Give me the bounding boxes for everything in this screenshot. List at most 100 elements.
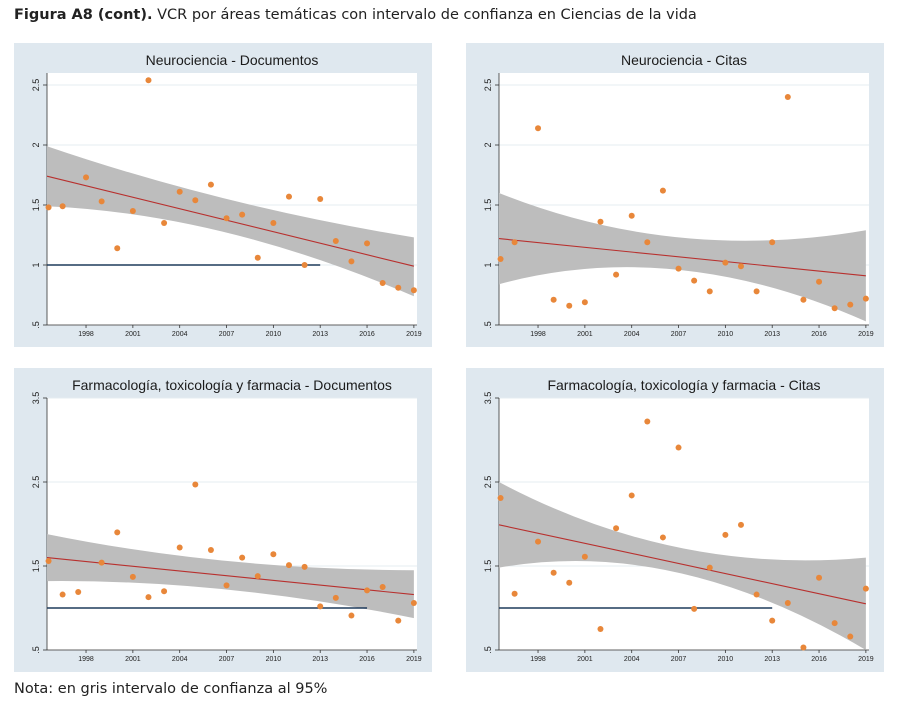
data-point [176, 188, 183, 195]
y-tick-label: 1.5 [483, 560, 493, 573]
data-point [628, 212, 635, 219]
data-point [114, 245, 121, 252]
data-point [207, 547, 214, 554]
data-point [59, 591, 66, 598]
data-point [254, 254, 261, 261]
x-tick-label: 2019 [858, 331, 874, 338]
data-point [348, 258, 355, 265]
data-point [691, 605, 698, 612]
data-point [129, 573, 136, 580]
x-tick-label: 2019 [406, 656, 422, 663]
data-point [722, 259, 729, 266]
x-tick-label: 2007 [219, 331, 235, 338]
x-tick-label: 2004 [172, 656, 188, 663]
chart-panel-neuro-docs: Neurociencia - Documentos .5 1 1.5 2 2.5 1998 2… [14, 43, 432, 347]
y-tick-label: 1.5 [31, 560, 41, 573]
fit-line [46, 557, 414, 596]
data-point [737, 263, 744, 270]
data-point [847, 301, 854, 308]
figure-note: Nota: en gris intervalo de confianza al … [14, 681, 328, 697]
x-tick-label: 2016 [811, 656, 827, 663]
data-point [301, 262, 308, 268]
data-point [98, 559, 105, 566]
data-point [75, 589, 82, 596]
confidence-band [499, 482, 866, 650]
y-tick-label: 1 [483, 262, 493, 267]
data-point [566, 579, 573, 586]
data-point [613, 271, 620, 278]
data-point [270, 220, 277, 226]
data-point [410, 599, 417, 606]
data-point [691, 277, 698, 284]
data-point [129, 208, 136, 214]
data-point [769, 617, 776, 624]
data-point [535, 125, 542, 132]
chart-svg-neuro-docs: Neurociencia - Documentos .5 1 1.5 2 2.5 1998 2… [31, 52, 422, 338]
y-tick-label: .5 [31, 321, 41, 329]
data-point [597, 218, 604, 225]
data-point [317, 603, 324, 610]
figure-title: Figura A8 (cont). VCR por áreas temática… [14, 7, 697, 23]
data-point [706, 564, 713, 571]
data-point [628, 492, 635, 499]
data-point [114, 529, 121, 536]
data-point [566, 302, 573, 309]
data-point [98, 198, 105, 205]
data-point [301, 563, 308, 570]
x-tick-label: 1998 [530, 656, 546, 663]
data-point [675, 444, 682, 451]
data-point [45, 204, 52, 211]
x-tick-label: 2010 [266, 331, 282, 338]
fit-line [46, 175, 415, 267]
data-point [831, 620, 838, 627]
data-point [192, 481, 199, 488]
data-point [816, 278, 823, 285]
data-point [364, 587, 371, 594]
data-point [597, 626, 604, 632]
data-point [192, 197, 199, 204]
chart-svg-farma-citas: Farmacología, toxicología y farmacia - C… [483, 377, 874, 663]
y-tick-label: 1.5 [31, 199, 41, 212]
data-point [254, 573, 261, 580]
data-point [581, 299, 588, 306]
x-tick-label: 2013 [764, 656, 780, 663]
y-tick-label: 1 [31, 262, 41, 267]
data-point [862, 585, 869, 592]
x-tick-label: 2013 [764, 331, 780, 338]
data-point [550, 569, 557, 576]
figure-label: Figura A8 (cont). [14, 7, 153, 23]
y-tick-label: 3.5 [483, 392, 493, 405]
y-tick-label: .5 [483, 321, 493, 329]
x-tick-label: 2004 [624, 656, 640, 663]
data-point [45, 557, 52, 564]
y-tick-label: 2.5 [31, 476, 41, 489]
data-point [497, 256, 504, 262]
data-point [332, 238, 339, 244]
data-point [511, 590, 518, 597]
data-point [207, 181, 214, 188]
data-point [613, 525, 620, 532]
data-point [644, 239, 651, 246]
x-tick-label: 2007 [671, 656, 687, 663]
y-tick-label: 2 [31, 142, 41, 147]
x-tick-label: 1998 [78, 656, 94, 663]
data-point [659, 534, 666, 541]
x-tick-label: 2013 [312, 331, 328, 338]
data-point [59, 203, 66, 210]
x-tick-label: 2013 [312, 656, 328, 663]
x-tick-label: 2010 [266, 656, 282, 663]
data-point [769, 239, 776, 246]
x-tick-label: 2016 [359, 331, 375, 338]
y-tick-label: 2 [483, 142, 493, 147]
data-point [395, 284, 402, 291]
x-tick-label: 2007 [219, 656, 235, 663]
data-point [675, 265, 682, 272]
data-point [800, 644, 807, 651]
x-tick-label: 1998 [78, 331, 94, 338]
data-point [581, 553, 588, 560]
y-tick-label: 2.5 [483, 79, 493, 92]
data-point [800, 296, 807, 303]
data-point [862, 295, 869, 302]
x-tick-label: 2001 [125, 656, 141, 663]
chart-svg-farma-docs: Farmacología, toxicología y farmacia - D… [31, 377, 422, 663]
